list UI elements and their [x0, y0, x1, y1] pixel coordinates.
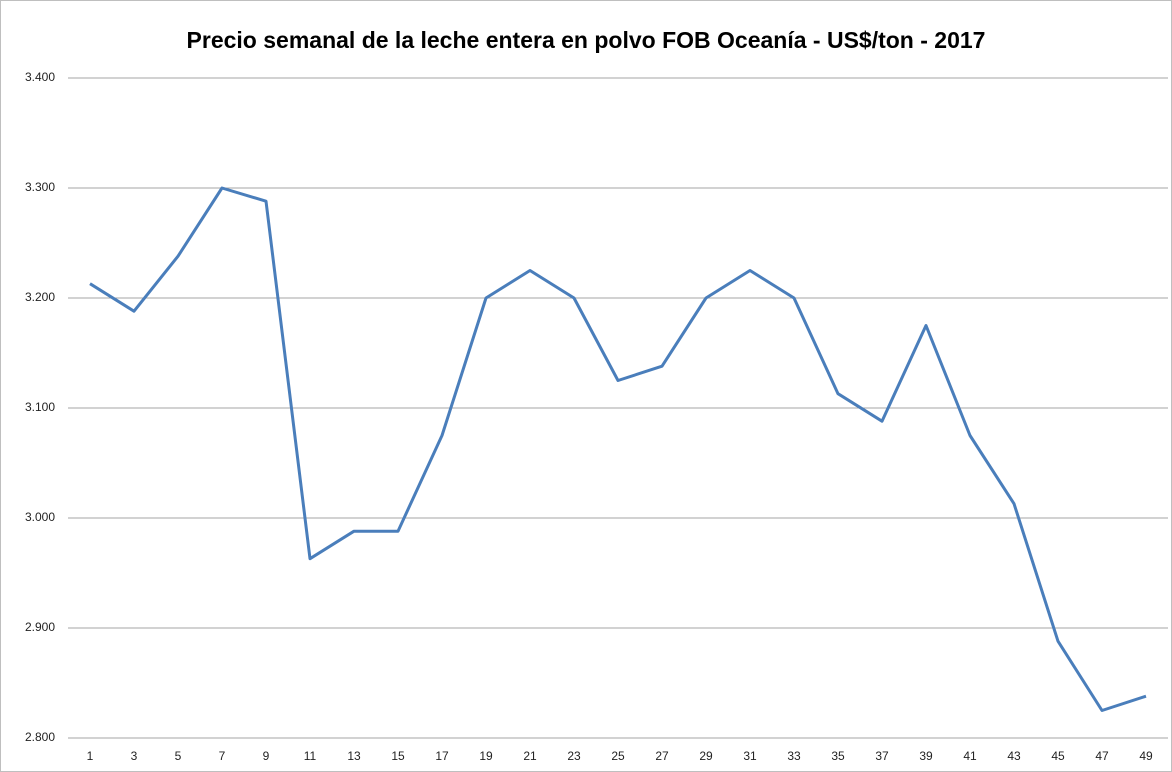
x-tick-label: 45: [1051, 749, 1065, 763]
x-tick-label: 31: [743, 749, 757, 763]
y-tick-label: 2.800: [25, 730, 55, 744]
x-tick-label: 29: [699, 749, 713, 763]
x-tick-label: 41: [963, 749, 977, 763]
y-tick-label: 3.200: [25, 290, 55, 304]
y-tick-label: 3.400: [25, 70, 55, 84]
x-tick-label: 7: [219, 749, 226, 763]
x-tick-label: 35: [831, 749, 845, 763]
x-tick-label: 3: [131, 749, 138, 763]
chart-title: Precio semanal de la leche entera en pol…: [187, 27, 986, 53]
x-tick-label: 19: [479, 749, 493, 763]
x-tick-label: 49: [1139, 749, 1153, 763]
x-tick-label: 11: [304, 749, 317, 763]
x-tick-label: 9: [263, 749, 270, 763]
x-tick-label: 39: [919, 749, 933, 763]
x-tick-label: 43: [1007, 749, 1021, 763]
y-tick-label: 2.900: [25, 620, 55, 634]
x-tick-label: 1: [87, 749, 94, 763]
y-tick-label: 3.000: [25, 510, 55, 524]
x-tick-label: 47: [1095, 749, 1109, 763]
y-tick-label: 3.100: [25, 400, 55, 414]
x-tick-label: 13: [347, 749, 361, 763]
x-tick-label: 25: [611, 749, 625, 763]
x-tick-label: 27: [655, 749, 669, 763]
x-tick-label: 23: [567, 749, 581, 763]
x-tick-label: 33: [787, 749, 801, 763]
x-tick-label: 15: [391, 749, 405, 763]
x-tick-label: 21: [523, 749, 537, 763]
x-tick-label: 17: [435, 749, 449, 763]
line-series: [89, 186, 1147, 712]
x-tick-label: 5: [175, 749, 182, 763]
y-tick-label: 3.300: [25, 180, 55, 194]
x-tick-label: 37: [875, 749, 889, 763]
